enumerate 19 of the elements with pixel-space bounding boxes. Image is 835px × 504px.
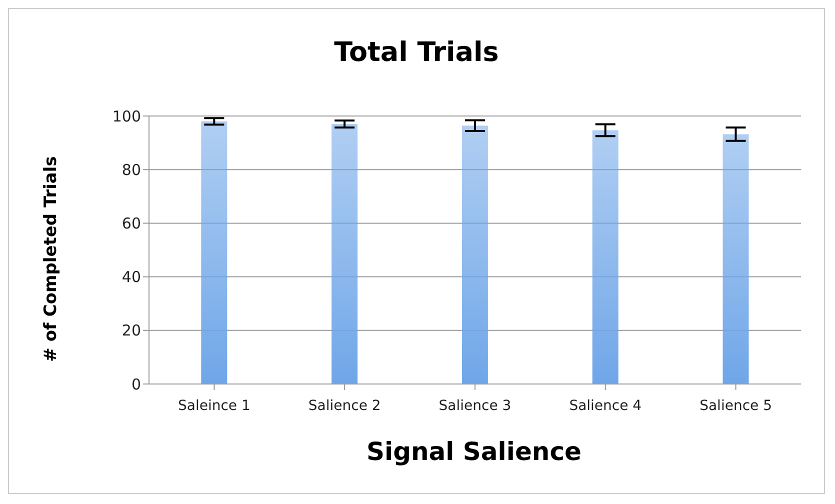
x-tick-label: Salience 4 bbox=[569, 398, 642, 414]
bar bbox=[592, 130, 618, 384]
x-axis-title: Signal Salience bbox=[366, 437, 582, 466]
y-tick-label: 20 bbox=[122, 322, 141, 340]
y-tick-label: 40 bbox=[122, 268, 141, 286]
bar bbox=[462, 126, 488, 384]
x-tick-label: Saleince 1 bbox=[178, 398, 250, 414]
y-tick-label: 0 bbox=[131, 375, 141, 394]
bar bbox=[332, 124, 358, 384]
x-tick-label: Salience 5 bbox=[700, 398, 772, 414]
y-axis-title: # of Completed Trials bbox=[41, 156, 61, 362]
bar bbox=[201, 121, 228, 384]
bar bbox=[722, 134, 749, 384]
chart-title: Total Trials bbox=[333, 37, 500, 68]
y-tick-label: 80 bbox=[122, 160, 141, 179]
y-tick-label: 100 bbox=[112, 107, 141, 126]
x-tick-label: Salience 2 bbox=[308, 398, 381, 414]
x-tick-label: Salience 3 bbox=[438, 398, 512, 414]
y-tick-label: 60 bbox=[122, 214, 141, 233]
